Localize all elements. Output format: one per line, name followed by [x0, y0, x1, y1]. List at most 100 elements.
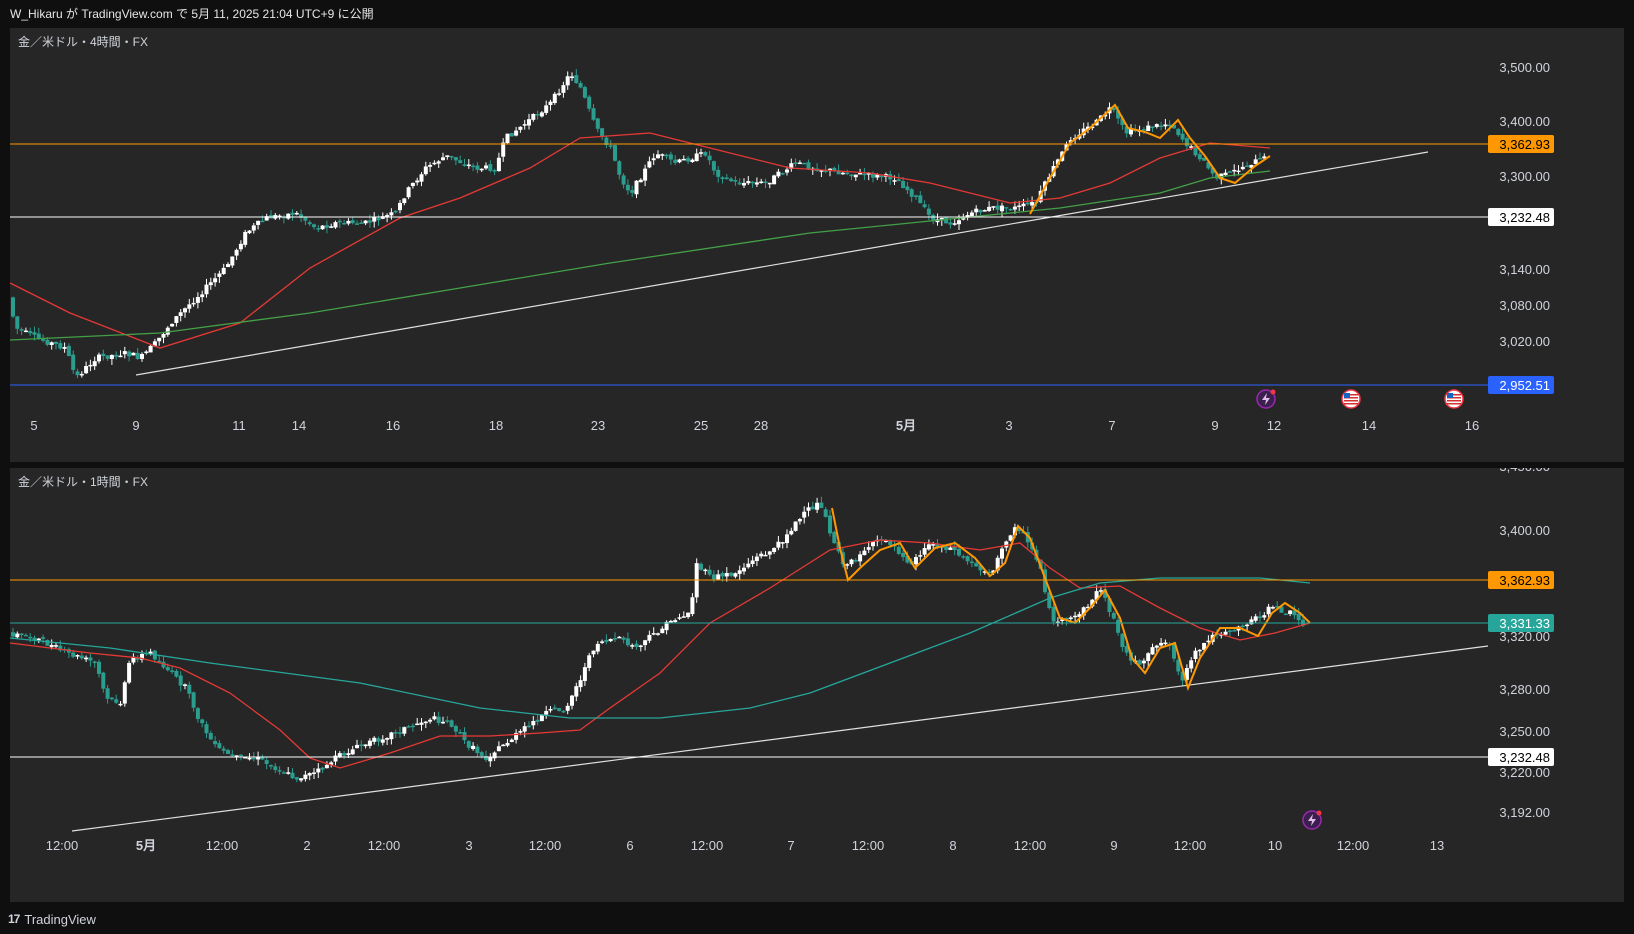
candle-body: [613, 145, 617, 161]
chart-pane-1h[interactable]: 3,362.93 3,331.33 3,232.48 3,450.00 3,400.00…: [10, 468, 1624, 902]
candle-body: [449, 156, 454, 158]
candle-body: [531, 114, 536, 120]
candle-body: [918, 555, 923, 557]
candle-body: [858, 554, 863, 562]
candle-body: [105, 355, 110, 359]
candle-body: [359, 222, 364, 224]
moving-average-green: [10, 170, 1271, 341]
x-axis-tick: 16: [386, 418, 400, 433]
candle-body: [256, 757, 261, 760]
candle-body: [1232, 169, 1237, 172]
candle-body: [785, 534, 789, 544]
candle-body: [286, 772, 291, 774]
candle-body: [879, 175, 884, 178]
candle-body: [1116, 110, 1121, 119]
candle-body: [1167, 124, 1172, 127]
candle-body: [423, 166, 428, 175]
candle-body: [621, 637, 626, 640]
candle-body: [432, 716, 437, 720]
candle-body: [1197, 649, 1202, 652]
candle-body: [148, 345, 153, 353]
x-axis-tick: 2: [303, 838, 310, 853]
candle-body: [109, 354, 114, 360]
candle-body: [1055, 621, 1060, 624]
candle-body: [376, 218, 381, 221]
candle-body: [888, 540, 893, 545]
candle-body: [355, 223, 359, 225]
brand-name: TradingView: [24, 911, 96, 927]
candle-body: [79, 655, 84, 659]
trendline: [71, 645, 1489, 832]
candle-body: [66, 345, 71, 356]
candle-body: [918, 195, 923, 204]
candle-body: [737, 182, 742, 185]
candle-body: [114, 354, 119, 357]
candle-body: [97, 354, 101, 362]
candle-body: [32, 332, 37, 335]
candle-body: [1215, 173, 1219, 179]
x-axis-tick: 5: [30, 418, 37, 433]
candle-body: [1012, 527, 1017, 536]
candle-body: [1064, 617, 1069, 620]
candle-body: [316, 768, 321, 773]
candle-body: [595, 643, 600, 652]
us-flag-icon: [1444, 389, 1464, 409]
price-badge: [1488, 748, 1554, 766]
x-axis-tick: 3: [465, 838, 472, 853]
footer-brand[interactable]: 17 TradingView: [8, 908, 96, 930]
candle-body: [832, 531, 837, 544]
candle-body: [1288, 610, 1293, 615]
candle-body: [118, 703, 123, 706]
candle-body: [1283, 613, 1288, 616]
candle-body: [871, 173, 875, 178]
candle-body: [1000, 205, 1004, 212]
candle-body: [1081, 607, 1086, 616]
candle-body: [1245, 624, 1250, 627]
candle-body: [527, 725, 531, 728]
candle-body: [1236, 170, 1241, 173]
candle-body: [441, 157, 445, 161]
x-axis-tick: 12:00: [206, 838, 239, 853]
candle-body: [686, 612, 691, 618]
candle-body: [625, 638, 630, 646]
y-axis-tick: 3,220.00: [1499, 765, 1550, 780]
chart-canvas-4h[interactable]: 3,362.93 3,232.48 2,952.51 3,500.00 3,400.00…: [10, 28, 1624, 462]
y-axis-tick: 3,140.00: [1499, 262, 1550, 277]
candle-body: [277, 770, 282, 772]
candle-body: [342, 753, 347, 756]
candle-body: [1004, 207, 1009, 209]
candle-body: [466, 741, 471, 748]
candle-body: [1111, 107, 1116, 111]
candle-body: [789, 163, 794, 169]
chart-canvas-1h[interactable]: 3,362.93 3,331.33 3,232.48 3,450.00 3,400.00…: [10, 468, 1624, 902]
candle-body: [582, 667, 587, 681]
candle-body: [1120, 118, 1125, 126]
candle-body: [170, 670, 175, 672]
tradingview-logo-icon: 17: [8, 912, 20, 926]
candle-body: [58, 645, 63, 651]
candle-body: [1176, 128, 1181, 136]
candle-body: [165, 327, 170, 335]
candle-body: [453, 725, 458, 732]
candle-body: [1154, 645, 1159, 648]
candle-body: [15, 633, 20, 638]
candle-body: [548, 101, 553, 106]
candle-body: [140, 653, 144, 660]
candle-body: [385, 738, 390, 740]
lightning-icon: [1256, 389, 1276, 409]
candle-body: [1025, 532, 1030, 543]
candle-body: [234, 755, 239, 757]
candle-body: [385, 215, 390, 217]
candle-body: [1227, 171, 1232, 173]
candle-body: [828, 515, 832, 534]
candle-body: [643, 168, 648, 181]
candle-body: [974, 208, 979, 213]
candle-body: [1266, 606, 1271, 615]
candle-body: [957, 548, 961, 556]
candle-body: [204, 284, 209, 295]
candle-body: [591, 108, 596, 120]
candle-body: [101, 353, 106, 357]
y-axis-tick: 3,250.00: [1499, 724, 1550, 739]
x-axis-tick: 7: [787, 838, 794, 853]
chart-pane-4h[interactable]: 3,362.93 3,232.48 2,952.51 3,500.00 3,400.00…: [10, 28, 1624, 462]
